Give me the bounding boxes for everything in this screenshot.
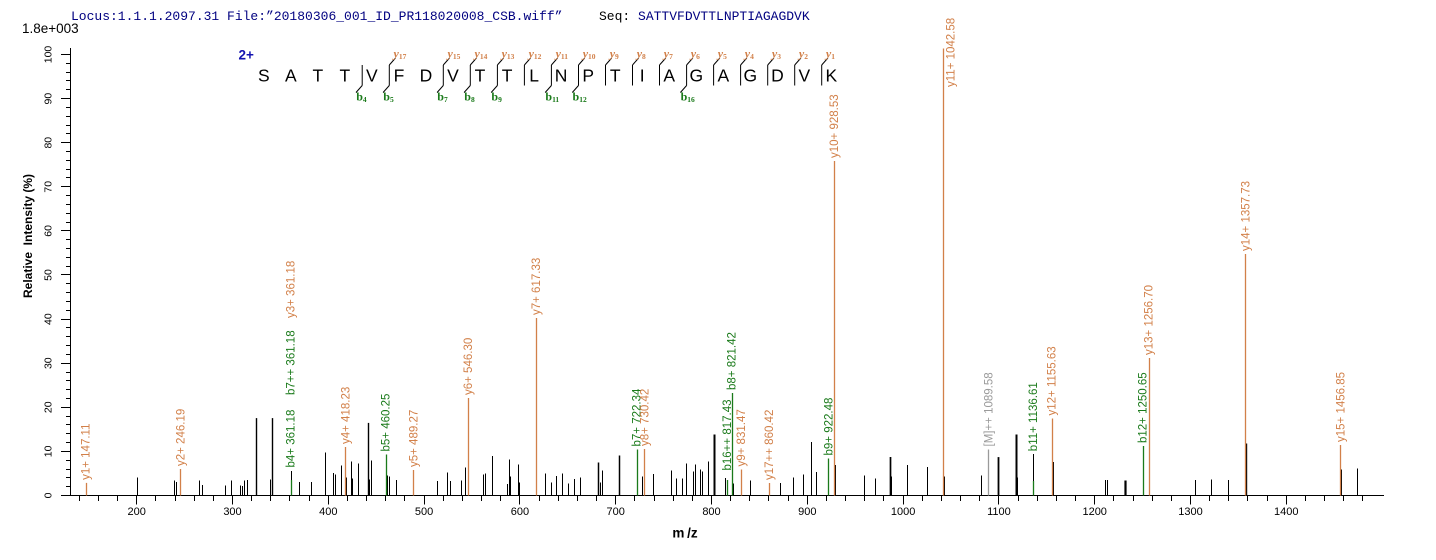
svg-text:K: K bbox=[826, 66, 838, 86]
svg-text:y9: y9 bbox=[608, 47, 619, 62]
svg-text:T: T bbox=[340, 66, 351, 86]
svg-text:V: V bbox=[799, 66, 811, 86]
svg-text:300: 300 bbox=[223, 506, 241, 518]
svg-text:y11: y11 bbox=[554, 47, 569, 62]
svg-text:60: 60 bbox=[43, 225, 55, 237]
svg-text:N: N bbox=[555, 66, 568, 86]
svg-text:b4: b4 bbox=[356, 90, 367, 105]
svg-text:b8+ 821.42: b8+ 821.42 bbox=[727, 332, 739, 390]
svg-text:y3: y3 bbox=[770, 47, 781, 62]
svg-text:10: 10 bbox=[43, 445, 55, 457]
svg-text:b12: b12 bbox=[573, 90, 587, 105]
svg-text:y13: y13 bbox=[500, 47, 515, 62]
svg-text:y7: y7 bbox=[662, 47, 673, 62]
svg-text:y15: y15 bbox=[446, 47, 461, 62]
svg-text:L: L bbox=[529, 66, 539, 86]
svg-text:30: 30 bbox=[43, 357, 55, 369]
svg-text:G: G bbox=[689, 66, 703, 86]
svg-text:y2+ 246.19: y2+ 246.19 bbox=[176, 409, 188, 466]
svg-text:[M]++ 1089.58: [M]++ 1089.58 bbox=[983, 372, 995, 446]
svg-text:500: 500 bbox=[415, 506, 433, 518]
svg-text:1300: 1300 bbox=[1178, 506, 1202, 518]
svg-text:y4: y4 bbox=[743, 47, 754, 62]
svg-text:D: D bbox=[771, 66, 784, 86]
svg-text:y8+ 730.42: y8+ 730.42 bbox=[639, 389, 651, 446]
svg-text:D: D bbox=[420, 66, 433, 86]
svg-text:y5+ 489.27: y5+ 489.27 bbox=[408, 410, 420, 467]
svg-text:20: 20 bbox=[43, 401, 55, 413]
svg-text:600: 600 bbox=[511, 506, 529, 518]
svg-text:y14+ 1357.73: y14+ 1357.73 bbox=[1240, 181, 1252, 251]
svg-text:100: 100 bbox=[43, 46, 55, 64]
svg-text:T: T bbox=[610, 66, 621, 86]
svg-text:b4+ 361.18: b4+ 361.18 bbox=[286, 410, 298, 468]
svg-text:y1+ 147.11: y1+ 147.11 bbox=[81, 424, 93, 480]
svg-text:1200: 1200 bbox=[1082, 506, 1106, 518]
svg-text:A: A bbox=[285, 66, 297, 86]
svg-text:b7+ 722.34: b7+ 722.34 bbox=[632, 388, 644, 446]
svg-text:b12+ 1250.65: b12+ 1250.65 bbox=[1138, 372, 1150, 443]
svg-text:b5: b5 bbox=[383, 90, 394, 105]
svg-text:y11+ 1042.58: y11+ 1042.58 bbox=[945, 18, 957, 87]
svg-text:y4+ 418.23: y4+ 418.23 bbox=[340, 387, 352, 444]
svg-text:0: 0 bbox=[43, 492, 55, 498]
svg-text:y15+ 1456.85: y15+ 1456.85 bbox=[1335, 372, 1347, 442]
svg-text:b9: b9 bbox=[491, 90, 502, 105]
svg-text:80: 80 bbox=[43, 137, 55, 149]
svg-text:F: F bbox=[394, 66, 405, 86]
svg-text:I: I bbox=[640, 66, 645, 86]
svg-text:V: V bbox=[447, 66, 459, 86]
svg-text:90: 90 bbox=[43, 93, 55, 105]
svg-text:y17++ 860.42: y17++ 860.42 bbox=[764, 410, 776, 480]
svg-text:y5: y5 bbox=[716, 47, 727, 62]
svg-text:Relative Intensity (%): Relative Intensity (%) bbox=[21, 174, 35, 298]
svg-text:y9+ 831.47: y9+ 831.47 bbox=[736, 409, 748, 466]
svg-text:y6: y6 bbox=[689, 47, 700, 62]
svg-text:b11: b11 bbox=[545, 90, 559, 105]
svg-text:b9+ 922.48: b9+ 922.48 bbox=[823, 398, 835, 456]
svg-text:V: V bbox=[366, 66, 378, 86]
svg-text:b11+ 1136.61: b11+ 1136.61 bbox=[1028, 382, 1040, 451]
svg-text:y10: y10 bbox=[581, 47, 596, 62]
svg-text:2+: 2+ bbox=[239, 48, 255, 63]
svg-text:b7: b7 bbox=[437, 90, 448, 105]
svg-text:y12+ 1155.63: y12+ 1155.63 bbox=[1047, 346, 1059, 415]
svg-text:y6+ 546.30: y6+ 546.30 bbox=[463, 338, 475, 395]
svg-text:y17: y17 bbox=[392, 47, 407, 62]
svg-text:200: 200 bbox=[128, 506, 146, 518]
svg-text:A: A bbox=[663, 66, 675, 86]
svg-text:700: 700 bbox=[607, 506, 625, 518]
svg-text:P: P bbox=[582, 66, 594, 86]
svg-text:b5+ 460.25: b5+ 460.25 bbox=[381, 394, 393, 452]
svg-text:b16++ 817.43: b16++ 817.43 bbox=[722, 400, 734, 471]
svg-text:T: T bbox=[313, 66, 324, 86]
svg-text:S: S bbox=[258, 66, 270, 86]
svg-text:T: T bbox=[502, 66, 513, 86]
svg-text:b16: b16 bbox=[681, 90, 695, 105]
svg-text:800: 800 bbox=[702, 506, 720, 518]
svg-text:1000: 1000 bbox=[891, 506, 915, 518]
svg-text:m /z: m /z bbox=[672, 526, 697, 541]
svg-text:900: 900 bbox=[798, 506, 816, 518]
svg-text:T: T bbox=[475, 66, 486, 86]
svg-text:y1: y1 bbox=[824, 47, 835, 62]
svg-text:1400: 1400 bbox=[1274, 506, 1298, 518]
svg-text:y14: y14 bbox=[473, 47, 488, 62]
svg-text:50: 50 bbox=[43, 269, 55, 281]
svg-text:b7++ 361.18: b7++ 361.18 bbox=[286, 330, 298, 395]
svg-text:y13+ 1256.70: y13+ 1256.70 bbox=[1144, 285, 1156, 355]
svg-text:y2: y2 bbox=[797, 47, 808, 62]
svg-text:40: 40 bbox=[43, 313, 55, 325]
svg-text:y3+ 361.18: y3+ 361.18 bbox=[286, 261, 298, 318]
svg-text:A: A bbox=[717, 66, 729, 86]
svg-text:400: 400 bbox=[319, 506, 337, 518]
svg-text:y10+ 928.53: y10+ 928.53 bbox=[829, 94, 841, 158]
svg-text:y8: y8 bbox=[635, 47, 646, 62]
svg-text:y12: y12 bbox=[527, 47, 542, 62]
svg-text:1100: 1100 bbox=[987, 506, 1011, 518]
svg-text:b8: b8 bbox=[464, 90, 475, 105]
svg-text:70: 70 bbox=[43, 181, 55, 193]
svg-text:y7+ 617.33: y7+ 617.33 bbox=[531, 258, 543, 315]
svg-text:G: G bbox=[743, 66, 757, 86]
